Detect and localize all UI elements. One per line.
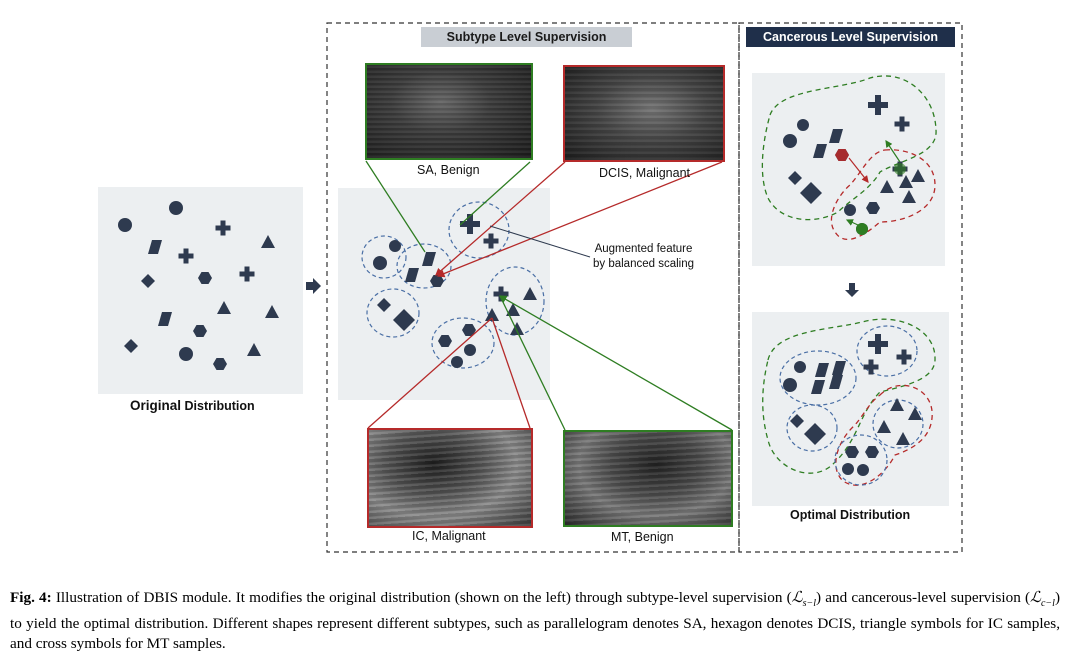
ultrasound-image-ic xyxy=(367,428,533,528)
subtype-feature-panel xyxy=(338,188,550,400)
augmented-note-line1: Augmented feature xyxy=(594,243,693,255)
caption-loss-c-sub: c−l xyxy=(1040,598,1055,610)
caption-loss-c: ℒ xyxy=(1030,589,1041,606)
caption-text-1: Illustration of DBIS module. It modifies… xyxy=(51,589,792,606)
red-region-top xyxy=(830,149,936,240)
label-mt-benign: MT, Benign xyxy=(611,530,674,544)
subtype-shapes xyxy=(373,214,537,368)
ultrasound-image-dcis xyxy=(563,65,725,162)
connector-lines xyxy=(365,160,733,431)
augmented-note-line2: by balanced scaling xyxy=(593,258,695,270)
flow-arrow-down xyxy=(845,283,859,297)
cancerous-frame xyxy=(738,22,963,553)
original-distribution-panel xyxy=(98,187,303,394)
figure-caption: Fig. 4: Illustration of DBIS module. It … xyxy=(10,588,1060,654)
ultrasound-image-sa xyxy=(365,63,533,160)
original-label-rest: Distribution xyxy=(181,399,255,413)
original-shapes xyxy=(118,201,279,370)
green-region-top xyxy=(761,75,937,221)
ultrasound-image-mt xyxy=(563,430,733,527)
subtype-level-header: Subtype Level Supervision xyxy=(446,30,607,44)
caption-fig-label: Fig. 4: xyxy=(10,589,52,606)
subtype-header-bg xyxy=(421,27,632,47)
original-distribution-label: Original Distribution xyxy=(130,398,255,413)
augmented-feature-note: Augmented feature by balanced scaling xyxy=(593,242,694,272)
caption-loss-s: ℒ xyxy=(791,589,803,606)
optimal-distribution-label: Optimal Distribution xyxy=(790,508,911,522)
caption-loss-s-sub: s−l xyxy=(802,598,817,610)
red-region-optimal xyxy=(835,384,933,486)
original-label-bold: Original xyxy=(130,398,182,413)
caption-text-2: ) and cancerous-level supervision ( xyxy=(816,589,1031,606)
cancerous-header-bg xyxy=(746,27,955,47)
label-dcis-malignant: DCIS, Malignant xyxy=(599,166,691,180)
cancerous-before-panel xyxy=(752,73,945,266)
label-ic-malignant: IC, Malignant xyxy=(412,529,486,543)
flow-arrow-right xyxy=(306,278,321,294)
label-sa-benign: SA, Benign xyxy=(417,163,480,177)
subtype-frame xyxy=(326,22,740,553)
optimal-shapes xyxy=(783,334,922,476)
cancerous-level-header: Cancerous Level Supervision xyxy=(762,30,939,44)
caption-text-3: ) to yield the optimal distribution. Dif… xyxy=(10,589,1060,653)
